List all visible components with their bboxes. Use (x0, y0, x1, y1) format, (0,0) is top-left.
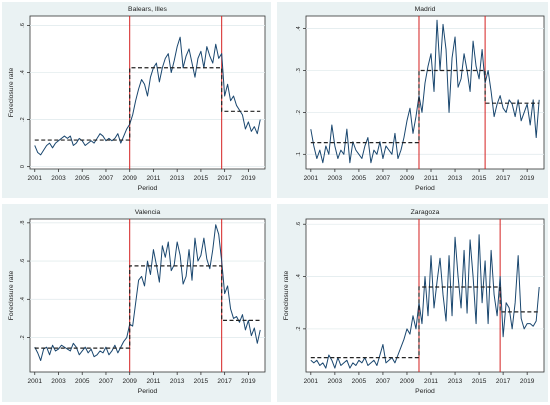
y-tick-label: .4 (20, 297, 26, 302)
x-tick-label: 2003 (51, 378, 66, 385)
x-tick-label: 2005 (352, 378, 367, 385)
x-tick-label: 2009 (400, 378, 415, 385)
x-tick-label: 2005 (75, 378, 90, 385)
x-tick-label: 2015 (472, 378, 487, 385)
regime-mean-line (34, 265, 261, 349)
x-tick-label: 2005 (352, 175, 367, 182)
panel-title: Madrid (415, 6, 436, 13)
x-tick-label: 2009 (400, 175, 415, 182)
x-tick-label: 2011 (146, 378, 160, 385)
x-tick-label: 2007 (99, 378, 114, 385)
x-tick-label: 2011 (424, 378, 438, 385)
foreclosure-series-line (34, 224, 261, 362)
foreclosure-series-line (34, 36, 261, 156)
y-tick-label: .4 (20, 70, 26, 75)
x-axis-title: Period (138, 185, 158, 192)
x-tick-label: 2019 (520, 175, 535, 182)
x-tick-label: 2017 (496, 175, 511, 182)
chart-panel-2: .1 .2 .3 .4 2001 2003 2005 2007 2009 2011 2013 2015… (277, 2, 548, 198)
x-tick-label: 2009 (122, 175, 137, 182)
y-tick-label: .1 (296, 152, 302, 157)
plot-area (305, 15, 545, 170)
foreclosure-series-line (310, 234, 540, 369)
y-tick-label: .6 (20, 23, 26, 28)
x-tick-label: 2019 (520, 378, 535, 385)
panel-title: Valencia (135, 209, 161, 216)
x-tick-label: 2009 (122, 378, 137, 385)
x-tick-label: 2013 (170, 378, 185, 385)
panel-title: Zaragoza (411, 209, 440, 216)
x-tick-label: 2003 (328, 175, 343, 182)
x-axis-title: Period (415, 388, 435, 395)
x-tick-label: 2001 (304, 175, 319, 182)
chart-panel-3: .2 .4 .6 .8 2001 2003 2005 2007 2009 2011 2013 2015… (2, 204, 271, 402)
y-axis-title: Foreclosure rate (8, 68, 15, 118)
y-tick-label: .2 (20, 335, 26, 340)
y-tick-label: .4 (296, 26, 302, 31)
x-tick-label: 2013 (170, 175, 185, 182)
x-tick-label: 2013 (448, 378, 463, 385)
x-tick-label: 2019 (241, 378, 256, 385)
plot-area (305, 218, 545, 373)
y-tick-label: .2 (296, 327, 302, 332)
y-axis-title: Foreclosure rate (283, 271, 290, 321)
x-axis-title: Period (415, 185, 435, 192)
x-tick-label: 2003 (51, 175, 66, 182)
y-tick-label: .3 (296, 68, 302, 73)
y-tick-label: .6 (20, 259, 26, 264)
regime-mean-line (310, 69, 540, 144)
y-tick-label: .2 (20, 117, 26, 122)
x-tick-label: 2017 (217, 378, 232, 385)
y-tick-label: 0 (20, 165, 26, 168)
x-axis-title: Period (138, 388, 158, 395)
x-tick-label: 2015 (194, 378, 209, 385)
regime-mean-line (34, 67, 261, 141)
x-tick-label: 2003 (328, 378, 343, 385)
chart-panel-1: 0 .2 .4 .6 2001 2003 2005 2007 2009 2011 2013 2015 2… (2, 2, 271, 198)
y-tick-label: .2 (296, 110, 302, 115)
x-tick-label: 2013 (448, 175, 463, 182)
x-tick-label: 2007 (99, 175, 114, 182)
x-tick-label: 2001 (28, 378, 43, 385)
y-tick-label: .8 (20, 221, 26, 226)
x-tick-label: 2007 (376, 378, 391, 385)
x-tick-label: 2007 (376, 175, 391, 182)
plot-area (29, 218, 266, 373)
y-axis-title: Foreclosure rate (8, 271, 15, 321)
x-tick-label: 2015 (194, 175, 209, 182)
x-tick-label: 2011 (424, 175, 438, 182)
x-tick-label: 2019 (241, 175, 256, 182)
y-tick-label: .6 (296, 222, 302, 227)
foreclosure-series-line (310, 19, 540, 164)
x-tick-label: 2017 (217, 175, 232, 182)
x-tick-label: 2017 (496, 378, 511, 385)
x-tick-label: 2015 (472, 175, 487, 182)
chart-panel-4: .2 .4 .6 2001 2003 2005 2007 2009 2011 2013 2015 20… (277, 204, 548, 402)
plot-area (29, 15, 266, 170)
x-tick-label: 2001 (304, 378, 319, 385)
panel-title: Balears, Illes (128, 6, 168, 13)
y-tick-label: .4 (296, 274, 302, 279)
x-tick-label: 2011 (146, 175, 160, 182)
x-tick-label: 2001 (28, 175, 43, 182)
x-tick-label: 2005 (75, 175, 90, 182)
